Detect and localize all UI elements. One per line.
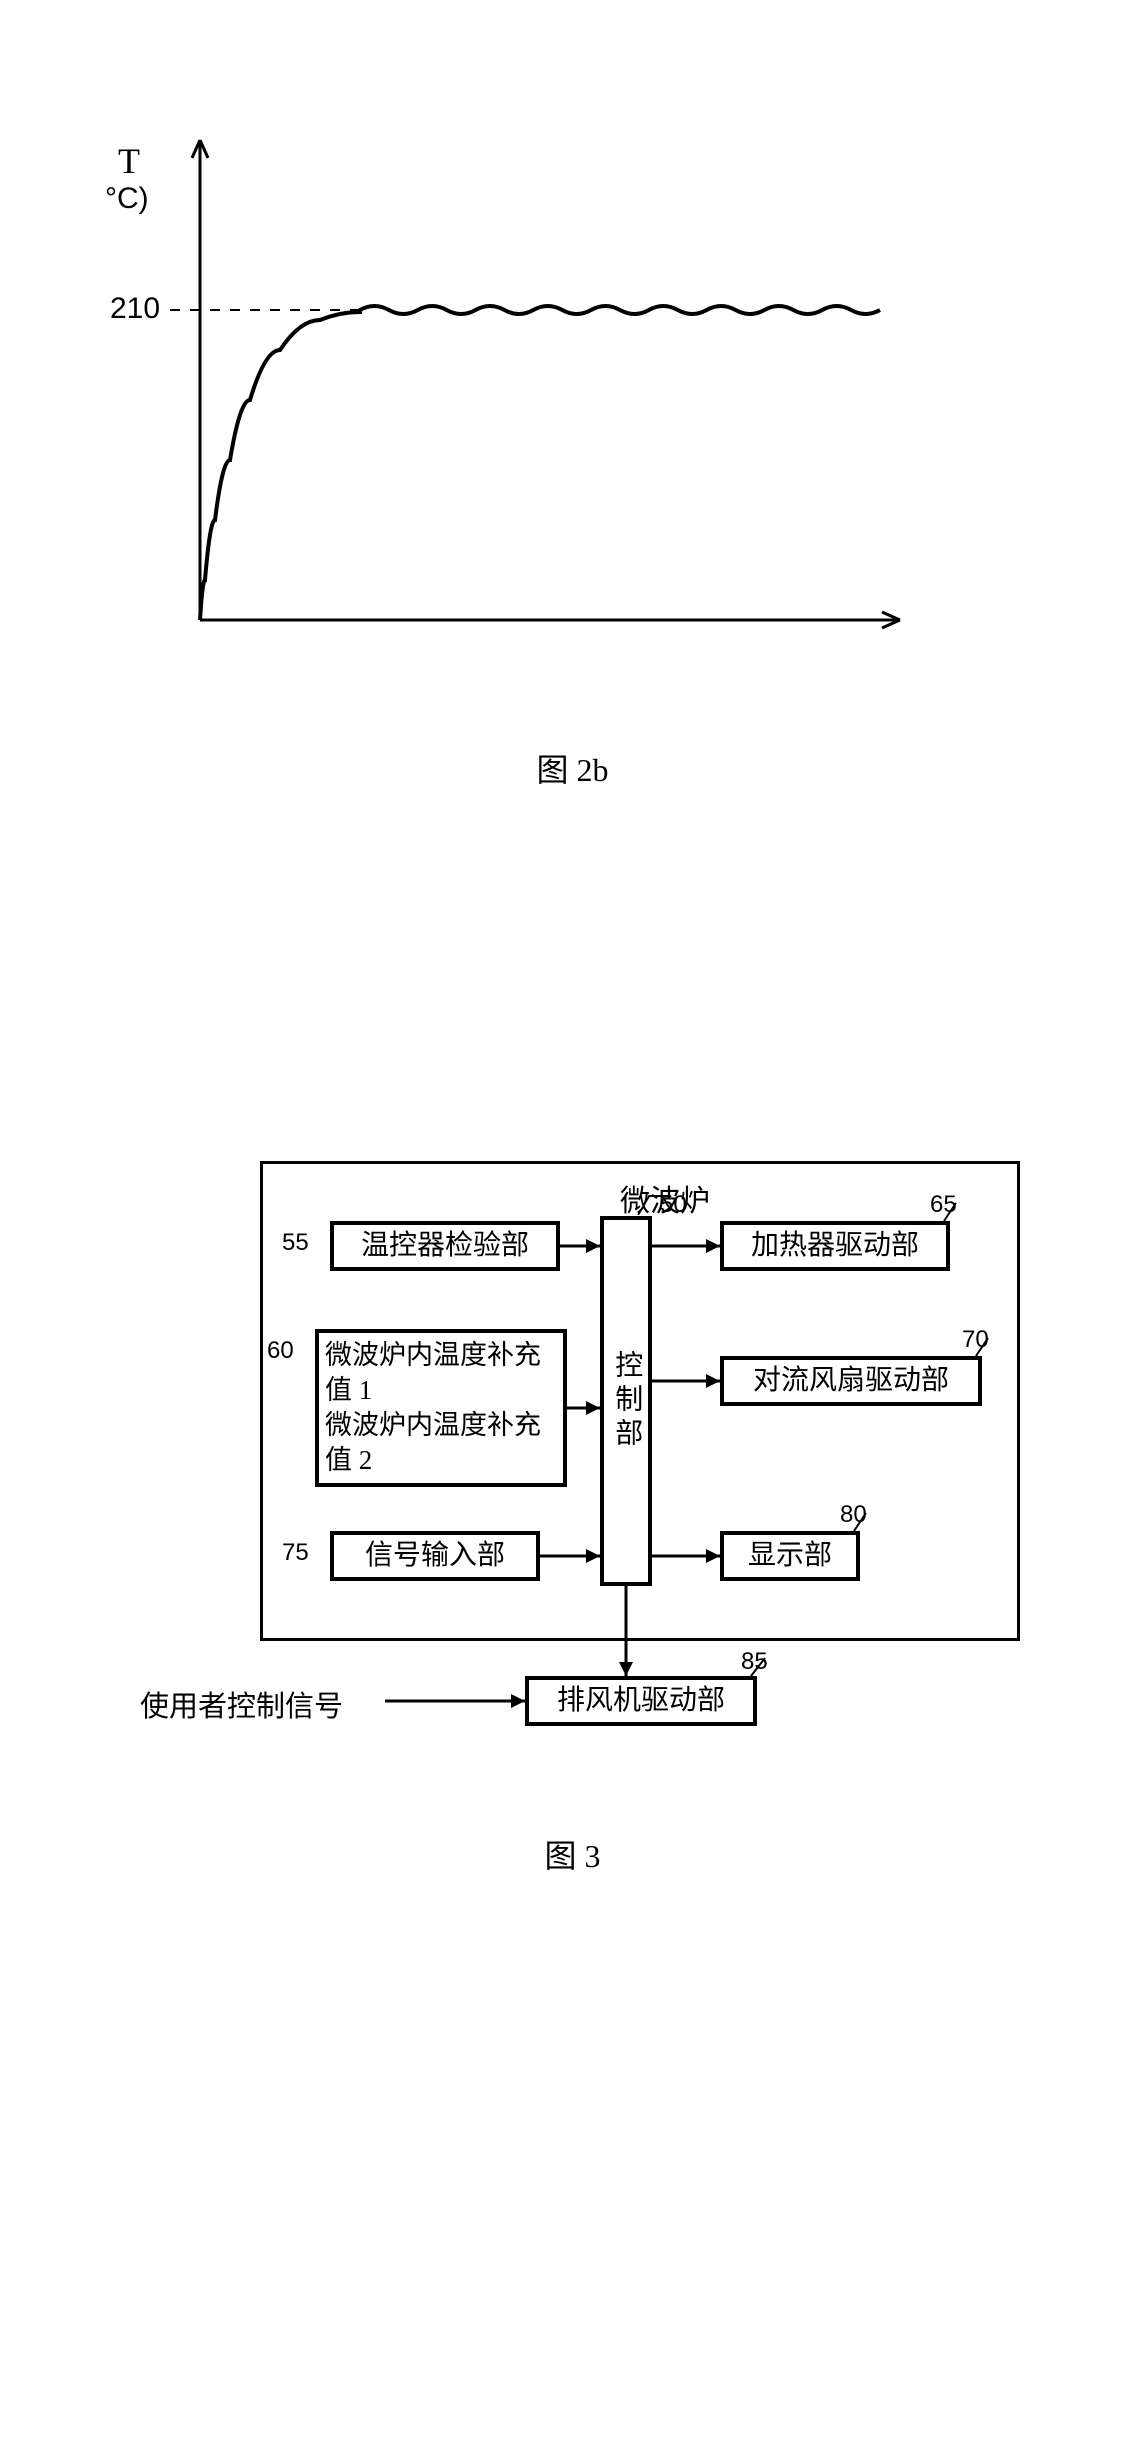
heater-drive-label: 加热器驱动部 [751,1228,919,1264]
ref-70: 70 [962,1326,989,1354]
thermostat-check-label: 温控器检验部 [361,1228,529,1264]
signal-input-box: 信号输入部 [330,1531,540,1581]
figure-3-caption: 图 3 [40,1831,1105,1877]
display-box: 显示部 [720,1531,860,1581]
convection-fan-box: 对流风扇驱动部 [720,1356,982,1406]
exhaust-fan-box: 排风机驱动部 [525,1676,757,1726]
temp-compensation-box: 微波炉内温度补充值 1 微波炉内温度补充值 2 [315,1329,567,1487]
caption-3-id: 3 [577,1838,601,1874]
block-diagram: 微波炉 控制部 50 温控器检验部 55 微波炉内温度补充值 1 微波炉内温度补… [180,1051,1060,1791]
temp-compensation-label: 微波炉内温度补充值 1 微波炉内温度补充值 2 [325,1338,557,1478]
ref-55: 55 [282,1229,309,1257]
line-chart-svg [140,100,940,660]
figure-2b: T °C) 210 图 2b [40,100,1105,791]
y-axis-unit: °C) [105,182,149,216]
control-box: 控制部 [600,1216,652,1586]
heater-drive-box: 加热器驱动部 [720,1221,950,1271]
user-control-signal-label: 使用者控制信号 [140,1683,343,1725]
convection-fan-label: 对流风扇驱动部 [753,1363,949,1399]
exhaust-fan-label: 排风机驱动部 [557,1683,725,1719]
chart-2b: T °C) 210 [140,100,1105,665]
caption-id: 2b [569,752,609,788]
signal-input-label: 信号输入部 [365,1538,505,1574]
figure-2b-caption: 图 2b [40,745,1105,791]
ref-75: 75 [282,1539,309,1567]
figure-3: 微波炉 控制部 50 温控器检验部 55 微波炉内温度补充值 1 微波炉内温度补… [40,1051,1105,1877]
y-axis-label: T [118,140,140,182]
control-box-label: 控制部 [608,1350,644,1452]
y-tick-210: 210 [110,292,160,326]
ref-65: 65 [930,1191,957,1219]
ref-60: 60 [267,1337,294,1365]
caption-3-prefix: 图 [544,1838,576,1874]
caption-prefix: 图 [536,752,568,788]
thermostat-check-box: 温控器检验部 [330,1221,560,1271]
display-label: 显示部 [748,1538,832,1574]
ref-80: 80 [840,1501,867,1529]
ref-85: 85 [741,1648,768,1676]
